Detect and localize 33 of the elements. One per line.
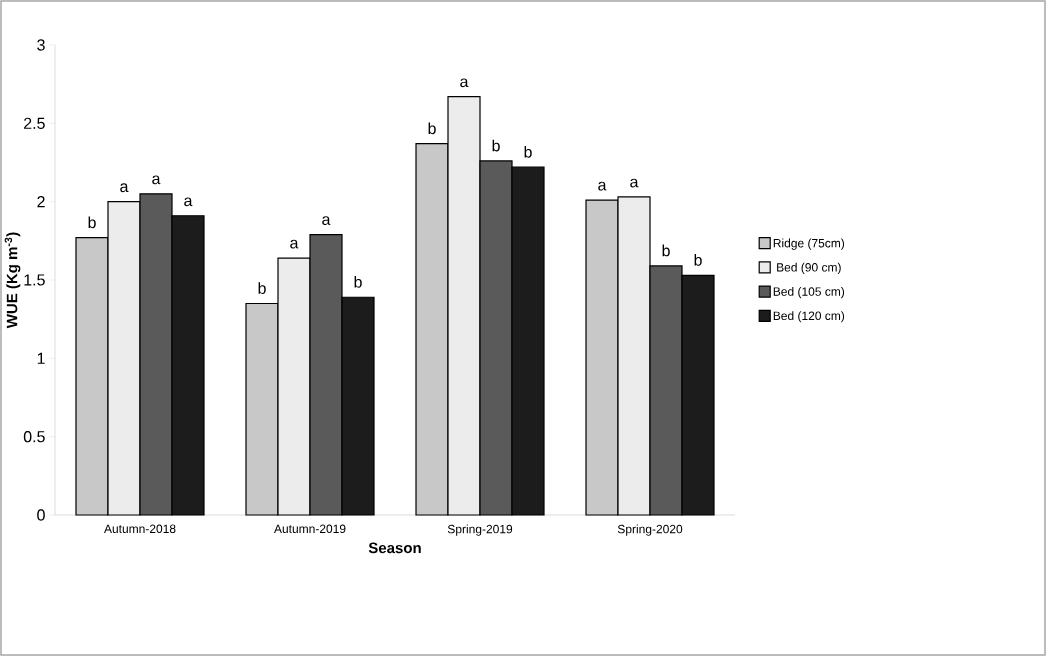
y-tick-label: 0: [37, 509, 45, 521]
annotation: b: [258, 282, 266, 294]
annotation: a: [152, 175, 161, 185]
annotation: a: [184, 197, 193, 207]
annotation: b: [88, 216, 96, 229]
legend-label: Bed (105 cm): [773, 287, 845, 299]
annotation: a: [290, 239, 299, 249]
annotation: b: [492, 139, 500, 152]
legend-label: Bed (120 cm): [773, 311, 845, 323]
annotation: b: [428, 122, 436, 135]
annotation: b: [662, 244, 670, 257]
annotation: b: [694, 254, 702, 266]
annotation: b: [354, 275, 362, 288]
annotation: a: [120, 183, 129, 193]
legend-label: Ridge (75cm): [773, 238, 845, 250]
y-tick-label: 2: [37, 196, 45, 208]
y-tick-label: 1.5: [24, 274, 45, 286]
y-tick-label: 0.5: [23, 431, 45, 443]
y-axis-title: WUE (Kg m$^{-3}$): [4, 232, 21, 329]
annotation: a: [630, 178, 639, 188]
annotation: a: [598, 181, 607, 191]
y-tick-label: 1: [37, 352, 45, 364]
annotation: a: [460, 78, 469, 88]
x-tick-label: Autumn-2018: [103, 524, 176, 534]
x-tick-label: Autumn-2019: [274, 524, 346, 534]
annotation: b: [524, 145, 532, 158]
annotation: a: [322, 216, 331, 226]
y-tick-label: 3: [37, 39, 45, 51]
y-tick-label: 2.5: [24, 117, 45, 129]
x-axis-title: Season: [368, 542, 421, 554]
legend-label: Bed (90 cm): [777, 262, 841, 274]
x-tick-label: Spring-2019: [447, 524, 513, 536]
x-tick-label: Spring-2020: [617, 524, 683, 536]
